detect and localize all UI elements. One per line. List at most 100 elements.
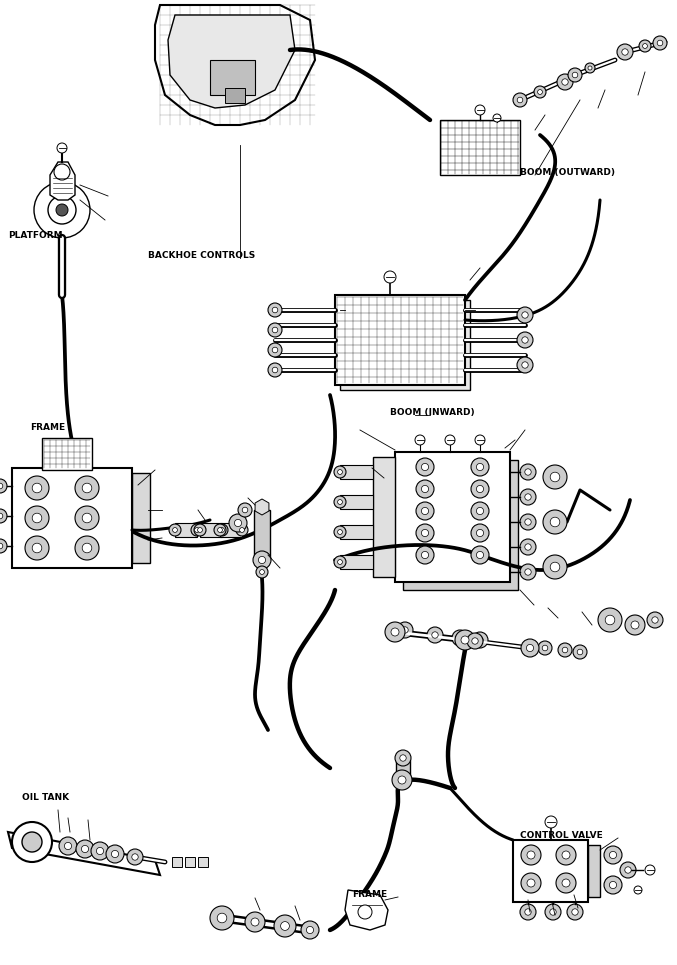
Polygon shape <box>255 499 269 515</box>
Bar <box>175 523 197 537</box>
Circle shape <box>557 74 573 90</box>
Circle shape <box>421 551 429 559</box>
Circle shape <box>416 546 434 564</box>
Circle shape <box>259 557 265 564</box>
Circle shape <box>657 41 663 45</box>
Circle shape <box>25 536 49 560</box>
Circle shape <box>400 755 406 761</box>
Bar <box>440 120 520 175</box>
Bar <box>395 452 510 582</box>
Circle shape <box>520 489 536 505</box>
Circle shape <box>455 630 475 650</box>
Bar <box>588 845 600 897</box>
Circle shape <box>517 357 533 373</box>
Circle shape <box>605 616 615 624</box>
Circle shape <box>272 327 278 333</box>
Circle shape <box>520 904 536 920</box>
Circle shape <box>562 879 570 887</box>
Circle shape <box>461 636 469 644</box>
Polygon shape <box>345 890 388 930</box>
Bar <box>340 555 373 569</box>
Circle shape <box>543 555 567 579</box>
Circle shape <box>385 622 405 642</box>
Circle shape <box>642 43 647 48</box>
Circle shape <box>538 641 552 655</box>
Circle shape <box>245 912 265 932</box>
Circle shape <box>572 909 578 915</box>
Circle shape <box>217 528 223 533</box>
Circle shape <box>416 458 434 476</box>
Circle shape <box>527 879 535 887</box>
Circle shape <box>81 845 89 853</box>
Circle shape <box>216 524 228 536</box>
Circle shape <box>334 496 346 508</box>
Circle shape <box>334 526 346 538</box>
Polygon shape <box>155 5 315 125</box>
Circle shape <box>421 508 429 514</box>
Circle shape <box>527 645 533 651</box>
Circle shape <box>604 876 622 894</box>
Circle shape <box>521 845 541 865</box>
Circle shape <box>229 514 247 532</box>
Circle shape <box>219 528 224 533</box>
Circle shape <box>127 849 143 865</box>
Circle shape <box>415 435 425 445</box>
Bar <box>254 510 270 560</box>
Circle shape <box>217 913 227 923</box>
Text: FRAME: FRAME <box>352 890 387 899</box>
Circle shape <box>477 463 483 471</box>
Circle shape <box>604 846 622 864</box>
Circle shape <box>520 564 536 580</box>
Circle shape <box>75 476 99 500</box>
Circle shape <box>525 494 531 500</box>
Circle shape <box>556 873 576 893</box>
Circle shape <box>522 362 528 369</box>
Circle shape <box>572 72 577 78</box>
Circle shape <box>477 508 483 514</box>
Circle shape <box>338 560 343 565</box>
Text: CONTROL VALVE: CONTROL VALVE <box>520 831 603 840</box>
Circle shape <box>477 485 483 492</box>
Text: PLATFORM: PLATFORM <box>8 231 63 240</box>
Circle shape <box>338 500 343 505</box>
Circle shape <box>268 323 282 337</box>
Circle shape <box>57 143 67 153</box>
Circle shape <box>421 463 429 471</box>
Circle shape <box>238 503 252 517</box>
Circle shape <box>475 105 485 115</box>
Bar <box>335 295 465 385</box>
Circle shape <box>521 639 539 657</box>
Circle shape <box>0 539 7 553</box>
Circle shape <box>545 904 561 920</box>
Circle shape <box>577 649 583 655</box>
Circle shape <box>517 97 523 103</box>
Circle shape <box>522 312 528 318</box>
Circle shape <box>471 502 489 520</box>
Circle shape <box>32 483 42 493</box>
Circle shape <box>471 524 489 542</box>
Circle shape <box>12 822 52 862</box>
Circle shape <box>32 513 42 523</box>
Circle shape <box>268 363 282 377</box>
Circle shape <box>609 881 617 889</box>
Circle shape <box>477 551 483 559</box>
Polygon shape <box>168 15 295 108</box>
Text: FRAME: FRAME <box>30 423 65 432</box>
Polygon shape <box>50 162 75 200</box>
Circle shape <box>198 528 202 533</box>
Circle shape <box>334 556 346 568</box>
Circle shape <box>421 530 429 537</box>
Circle shape <box>384 271 396 283</box>
Circle shape <box>550 472 560 482</box>
Circle shape <box>268 343 282 357</box>
Circle shape <box>32 543 42 553</box>
Polygon shape <box>8 832 160 875</box>
Circle shape <box>75 536 99 560</box>
Circle shape <box>477 530 483 537</box>
Circle shape <box>242 508 248 512</box>
Circle shape <box>64 842 72 849</box>
Circle shape <box>550 563 560 572</box>
Circle shape <box>334 466 346 478</box>
Bar <box>42 438 92 470</box>
Circle shape <box>639 40 651 52</box>
